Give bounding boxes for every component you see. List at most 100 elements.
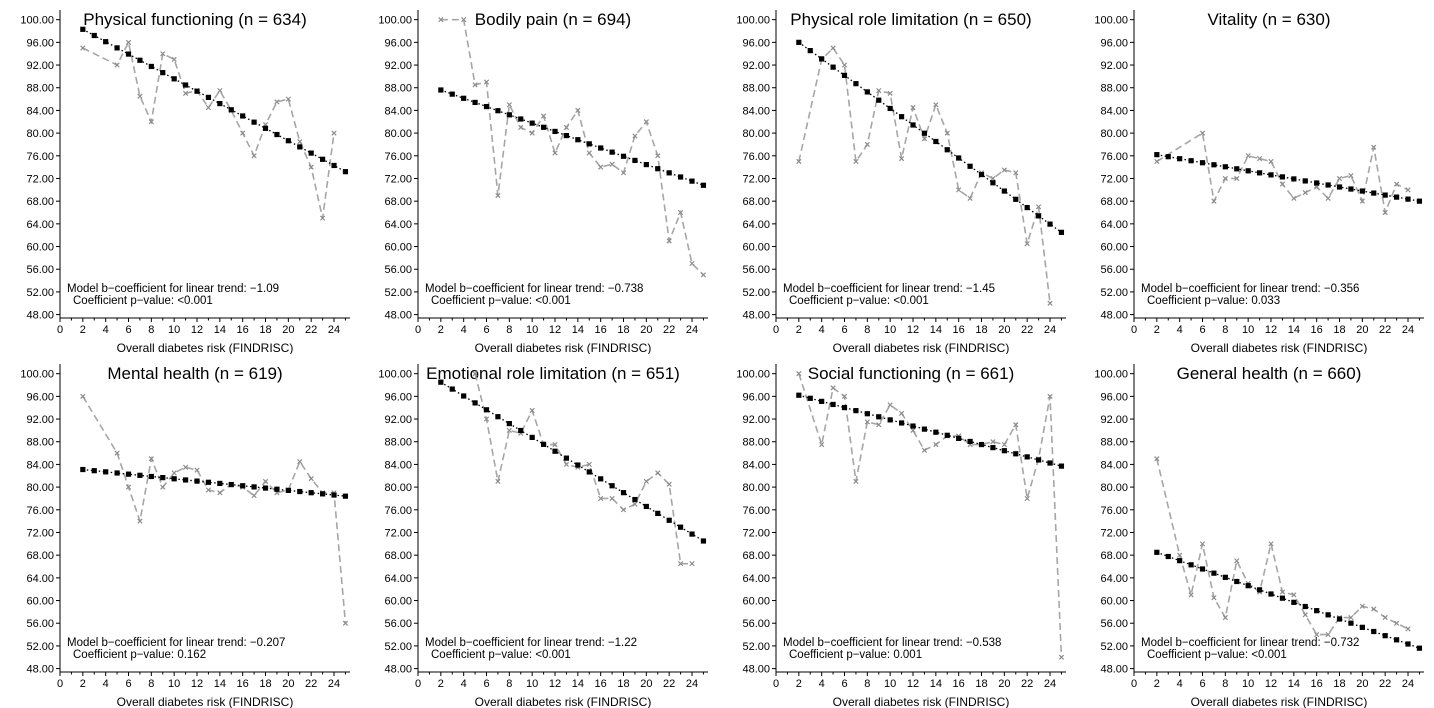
x-tick-label: 22 [1379, 678, 1391, 690]
model-point [262, 485, 269, 491]
observed-point [609, 161, 615, 167]
y-tick-label: 60.00 [1100, 596, 1128, 608]
x-tick-label: 0 [773, 678, 779, 690]
model-point [700, 182, 707, 188]
annotation-p-value: Coefficient p−value: <0.001 [73, 295, 213, 307]
x-tick-label: 6 [125, 324, 131, 336]
observed-point [251, 153, 257, 159]
observed-point [137, 93, 143, 99]
observed-point [944, 130, 950, 136]
y-tick-label: 96.00 [26, 37, 54, 49]
x-tick-label: 10 [526, 678, 538, 690]
x-tick-label: 0 [1131, 678, 1137, 690]
chart-title: Mental health (n = 619) [107, 364, 282, 383]
observed-point [80, 45, 86, 51]
observed-point [1382, 209, 1388, 216]
y-tick-label: 68.00 [1100, 550, 1128, 562]
chart-title: Bodily pain (n = 694) [475, 10, 631, 29]
observed-point [1359, 603, 1365, 609]
observed-point [910, 427, 916, 434]
x-tick-label: 2 [796, 324, 802, 336]
y-tick-label: 96.00 [384, 37, 412, 49]
model-point [1058, 229, 1065, 235]
y-tick-label: 100.00 [20, 369, 54, 381]
y-tick-label: 84.00 [1100, 459, 1128, 471]
x-tick-label: 16 [595, 324, 607, 336]
annotation-b-coefficient: Model b−coefficient for linear trend: −1… [67, 283, 279, 295]
y-tick-label: 80.00 [1100, 482, 1128, 494]
y-tick-label: 64.00 [1100, 573, 1128, 585]
y-tick-label: 52.00 [742, 641, 770, 653]
y-tick-label: 76.00 [26, 505, 54, 517]
observed-point [1325, 631, 1331, 638]
observed-point [1314, 631, 1320, 638]
model-point [1165, 553, 1171, 560]
observed-point [1245, 153, 1251, 159]
model-point [933, 429, 939, 435]
chart-title: Physical role limitation (n = 650) [790, 10, 1031, 29]
observed-series-line [82, 395, 347, 624]
model-point [1302, 178, 1308, 184]
x-axis-label: Overall diabetes risk (FINDRISC) [475, 341, 652, 354]
observed-point [1154, 158, 1160, 165]
observed-point [148, 119, 154, 125]
y-tick-label: 60.00 [384, 596, 412, 608]
y-tick-label: 68.00 [742, 196, 770, 208]
model-point [461, 95, 467, 101]
observed-point [853, 478, 859, 485]
observed-point [1013, 170, 1019, 176]
observed-point [1024, 241, 1030, 247]
observed-point [114, 62, 120, 68]
model-point [1268, 591, 1274, 597]
model-point [483, 407, 490, 413]
observed-point [461, 17, 467, 23]
observed-point [171, 470, 177, 476]
x-tick-label: 4 [819, 678, 825, 690]
model-point [319, 156, 326, 162]
observed-point [1359, 198, 1365, 204]
model-point [529, 434, 535, 441]
model-point [1359, 624, 1365, 630]
model-point [609, 483, 615, 489]
observed-point [632, 501, 638, 507]
model-point [910, 122, 916, 128]
annotation-p-value: Coefficient p−value: 0.162 [73, 649, 206, 661]
y-tick-label: 48.00 [26, 664, 54, 676]
observed-point [956, 187, 962, 193]
observed-point [563, 124, 570, 131]
y-tick-label: 52.00 [1100, 641, 1128, 653]
model-point [240, 113, 246, 119]
model-point [643, 503, 649, 510]
x-tick-label: 2 [796, 678, 802, 690]
model-point [1013, 196, 1019, 202]
model-point [563, 132, 570, 139]
x-tick-label: 10 [884, 324, 896, 336]
annotation-b-coefficient: Model b−coefficient for linear trend: −0… [1141, 283, 1359, 295]
model-point [540, 124, 547, 130]
model-point [1314, 180, 1320, 186]
observed-point [518, 124, 524, 131]
model-point [137, 472, 143, 478]
x-tick-label: 10 [1242, 324, 1254, 336]
model-trend-line [440, 89, 704, 186]
model-point [910, 423, 916, 429]
x-tick-label: 6 [1199, 324, 1205, 336]
observed-point [483, 79, 490, 85]
x-tick-label: 20 [640, 678, 652, 690]
x-tick-label: 14 [930, 678, 942, 690]
model-point [1416, 198, 1423, 204]
chart-title: Physical functioning (n = 634) [83, 10, 307, 29]
model-point [887, 417, 893, 423]
annotation-p-value: Coefficient p−value: <0.001 [431, 649, 571, 661]
observed-point [1279, 589, 1286, 595]
model-point [967, 163, 973, 169]
model-point [148, 63, 154, 70]
annotation-p-value: Coefficient p−value: 0.033 [1147, 295, 1280, 307]
y-tick-label: 60.00 [384, 242, 412, 254]
observed-point [1291, 592, 1297, 598]
observed-point [1348, 173, 1354, 179]
model-point [864, 411, 870, 417]
model-point [1325, 612, 1331, 618]
y-tick-label: 76.00 [384, 151, 412, 163]
model-point [449, 91, 455, 97]
